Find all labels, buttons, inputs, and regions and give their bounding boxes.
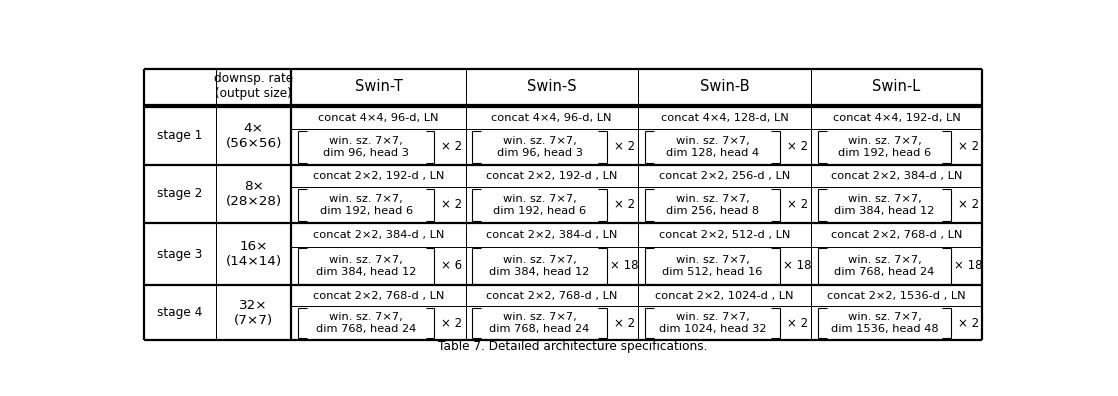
Text: concat 2×2, 192-d , LN: concat 2×2, 192-d , LN: [313, 171, 444, 181]
Text: × 2: × 2: [442, 141, 462, 154]
Text: 32×
(7×7): 32× (7×7): [234, 299, 273, 327]
Text: win. sz. 7×7,
dim 384, head 12: win. sz. 7×7, dim 384, head 12: [490, 255, 590, 277]
Text: concat 2×2, 512-d , LN: concat 2×2, 512-d , LN: [659, 230, 790, 240]
Text: Table 7. Detailed architecture specifications.: Table 7. Detailed architecture specifica…: [438, 341, 708, 354]
Text: × 2: × 2: [957, 317, 978, 330]
Text: win. sz. 7×7,
dim 192, head 6: win. sz. 7×7, dim 192, head 6: [493, 194, 586, 216]
Text: concat 4×4, 96-d, LN: concat 4×4, 96-d, LN: [492, 113, 612, 123]
Text: win. sz. 7×7,
dim 384, head 12: win. sz. 7×7, dim 384, head 12: [834, 194, 935, 216]
Text: win. sz. 7×7,
dim 768, head 24: win. sz. 7×7, dim 768, head 24: [834, 255, 935, 277]
Text: concat 4×4, 192-d, LN: concat 4×4, 192-d, LN: [833, 113, 960, 123]
Text: 8×
(28×28): 8× (28×28): [226, 180, 282, 208]
Text: win. sz. 7×7,
dim 256, head 8: win. sz. 7×7, dim 256, head 8: [666, 194, 759, 216]
Text: × 18: × 18: [954, 259, 983, 272]
Text: concat 2×2, 1024-d , LN: concat 2×2, 1024-d , LN: [655, 291, 794, 301]
Text: concat 2×2, 384-d , LN: concat 2×2, 384-d , LN: [831, 171, 963, 181]
Text: win. sz. 7×7,
dim 96, head 3: win. sz. 7×7, dim 96, head 3: [323, 136, 409, 158]
Text: win. sz. 7×7,
dim 128, head 4: win. sz. 7×7, dim 128, head 4: [666, 136, 759, 158]
Text: win. sz. 7×7,
dim 768, head 24: win. sz. 7×7, dim 768, head 24: [316, 312, 416, 334]
Text: win. sz. 7×7,
dim 192, head 6: win. sz. 7×7, dim 192, head 6: [837, 136, 931, 158]
Text: concat 2×2, 768-d , LN: concat 2×2, 768-d , LN: [486, 291, 617, 301]
Text: 16×
(14×14): 16× (14×14): [226, 240, 282, 268]
Text: × 2: × 2: [442, 317, 462, 330]
Text: × 2: × 2: [614, 141, 635, 154]
Text: stage 4: stage 4: [158, 306, 202, 319]
Text: win. sz. 7×7,
dim 192, head 6: win. sz. 7×7, dim 192, head 6: [320, 194, 413, 216]
Text: downsp. rate
(output size): downsp. rate (output size): [215, 72, 293, 101]
Text: win. sz. 7×7,
dim 1536, head 48: win. sz. 7×7, dim 1536, head 48: [831, 312, 938, 334]
Text: 4×
(56×56): 4× (56×56): [226, 122, 282, 150]
Text: concat 2×2, 768-d , LN: concat 2×2, 768-d , LN: [831, 230, 963, 240]
Text: Swin-L: Swin-L: [872, 79, 921, 94]
Text: concat 2×2, 768-d , LN: concat 2×2, 768-d , LN: [313, 291, 444, 301]
Text: concat 2×2, 256-d , LN: concat 2×2, 256-d , LN: [659, 171, 790, 181]
Text: × 2: × 2: [614, 198, 635, 211]
Text: × 2: × 2: [957, 198, 978, 211]
Text: × 6: × 6: [442, 259, 462, 272]
Text: win. sz. 7×7,
dim 1024, head 32: win. sz. 7×7, dim 1024, head 32: [659, 312, 766, 334]
Text: stage 3: stage 3: [158, 248, 202, 261]
Text: Swin-B: Swin-B: [700, 79, 749, 94]
Text: × 18: × 18: [609, 259, 638, 272]
Text: × 2: × 2: [614, 317, 635, 330]
Text: win. sz. 7×7,
dim 384, head 12: win. sz. 7×7, dim 384, head 12: [316, 255, 417, 277]
Text: × 2: × 2: [787, 317, 808, 330]
Text: win. sz. 7×7,
dim 512, head 16: win. sz. 7×7, dim 512, head 16: [662, 255, 762, 277]
Text: × 18: × 18: [783, 259, 812, 272]
Text: stage 2: stage 2: [158, 187, 202, 200]
Text: concat 4×4, 128-d, LN: concat 4×4, 128-d, LN: [661, 113, 788, 123]
Text: Swin-T: Swin-T: [354, 79, 402, 94]
Text: concat 2×2, 1536-d , LN: concat 2×2, 1536-d , LN: [827, 291, 966, 301]
Text: Swin-S: Swin-S: [527, 79, 577, 94]
Text: × 2: × 2: [442, 198, 462, 211]
Text: stage 1: stage 1: [158, 129, 202, 143]
Text: × 2: × 2: [957, 141, 978, 154]
Text: win. sz. 7×7,
dim 96, head 3: win. sz. 7×7, dim 96, head 3: [496, 136, 582, 158]
Text: concat 2×2, 384-d , LN: concat 2×2, 384-d , LN: [313, 230, 444, 240]
Text: × 2: × 2: [787, 198, 808, 211]
Text: concat 2×2, 384-d , LN: concat 2×2, 384-d , LN: [486, 230, 617, 240]
Text: concat 4×4, 96-d, LN: concat 4×4, 96-d, LN: [319, 113, 438, 123]
Text: concat 2×2, 192-d , LN: concat 2×2, 192-d , LN: [486, 171, 617, 181]
Text: × 2: × 2: [787, 141, 808, 154]
Text: win. sz. 7×7,
dim 768, head 24: win. sz. 7×7, dim 768, head 24: [490, 312, 589, 334]
